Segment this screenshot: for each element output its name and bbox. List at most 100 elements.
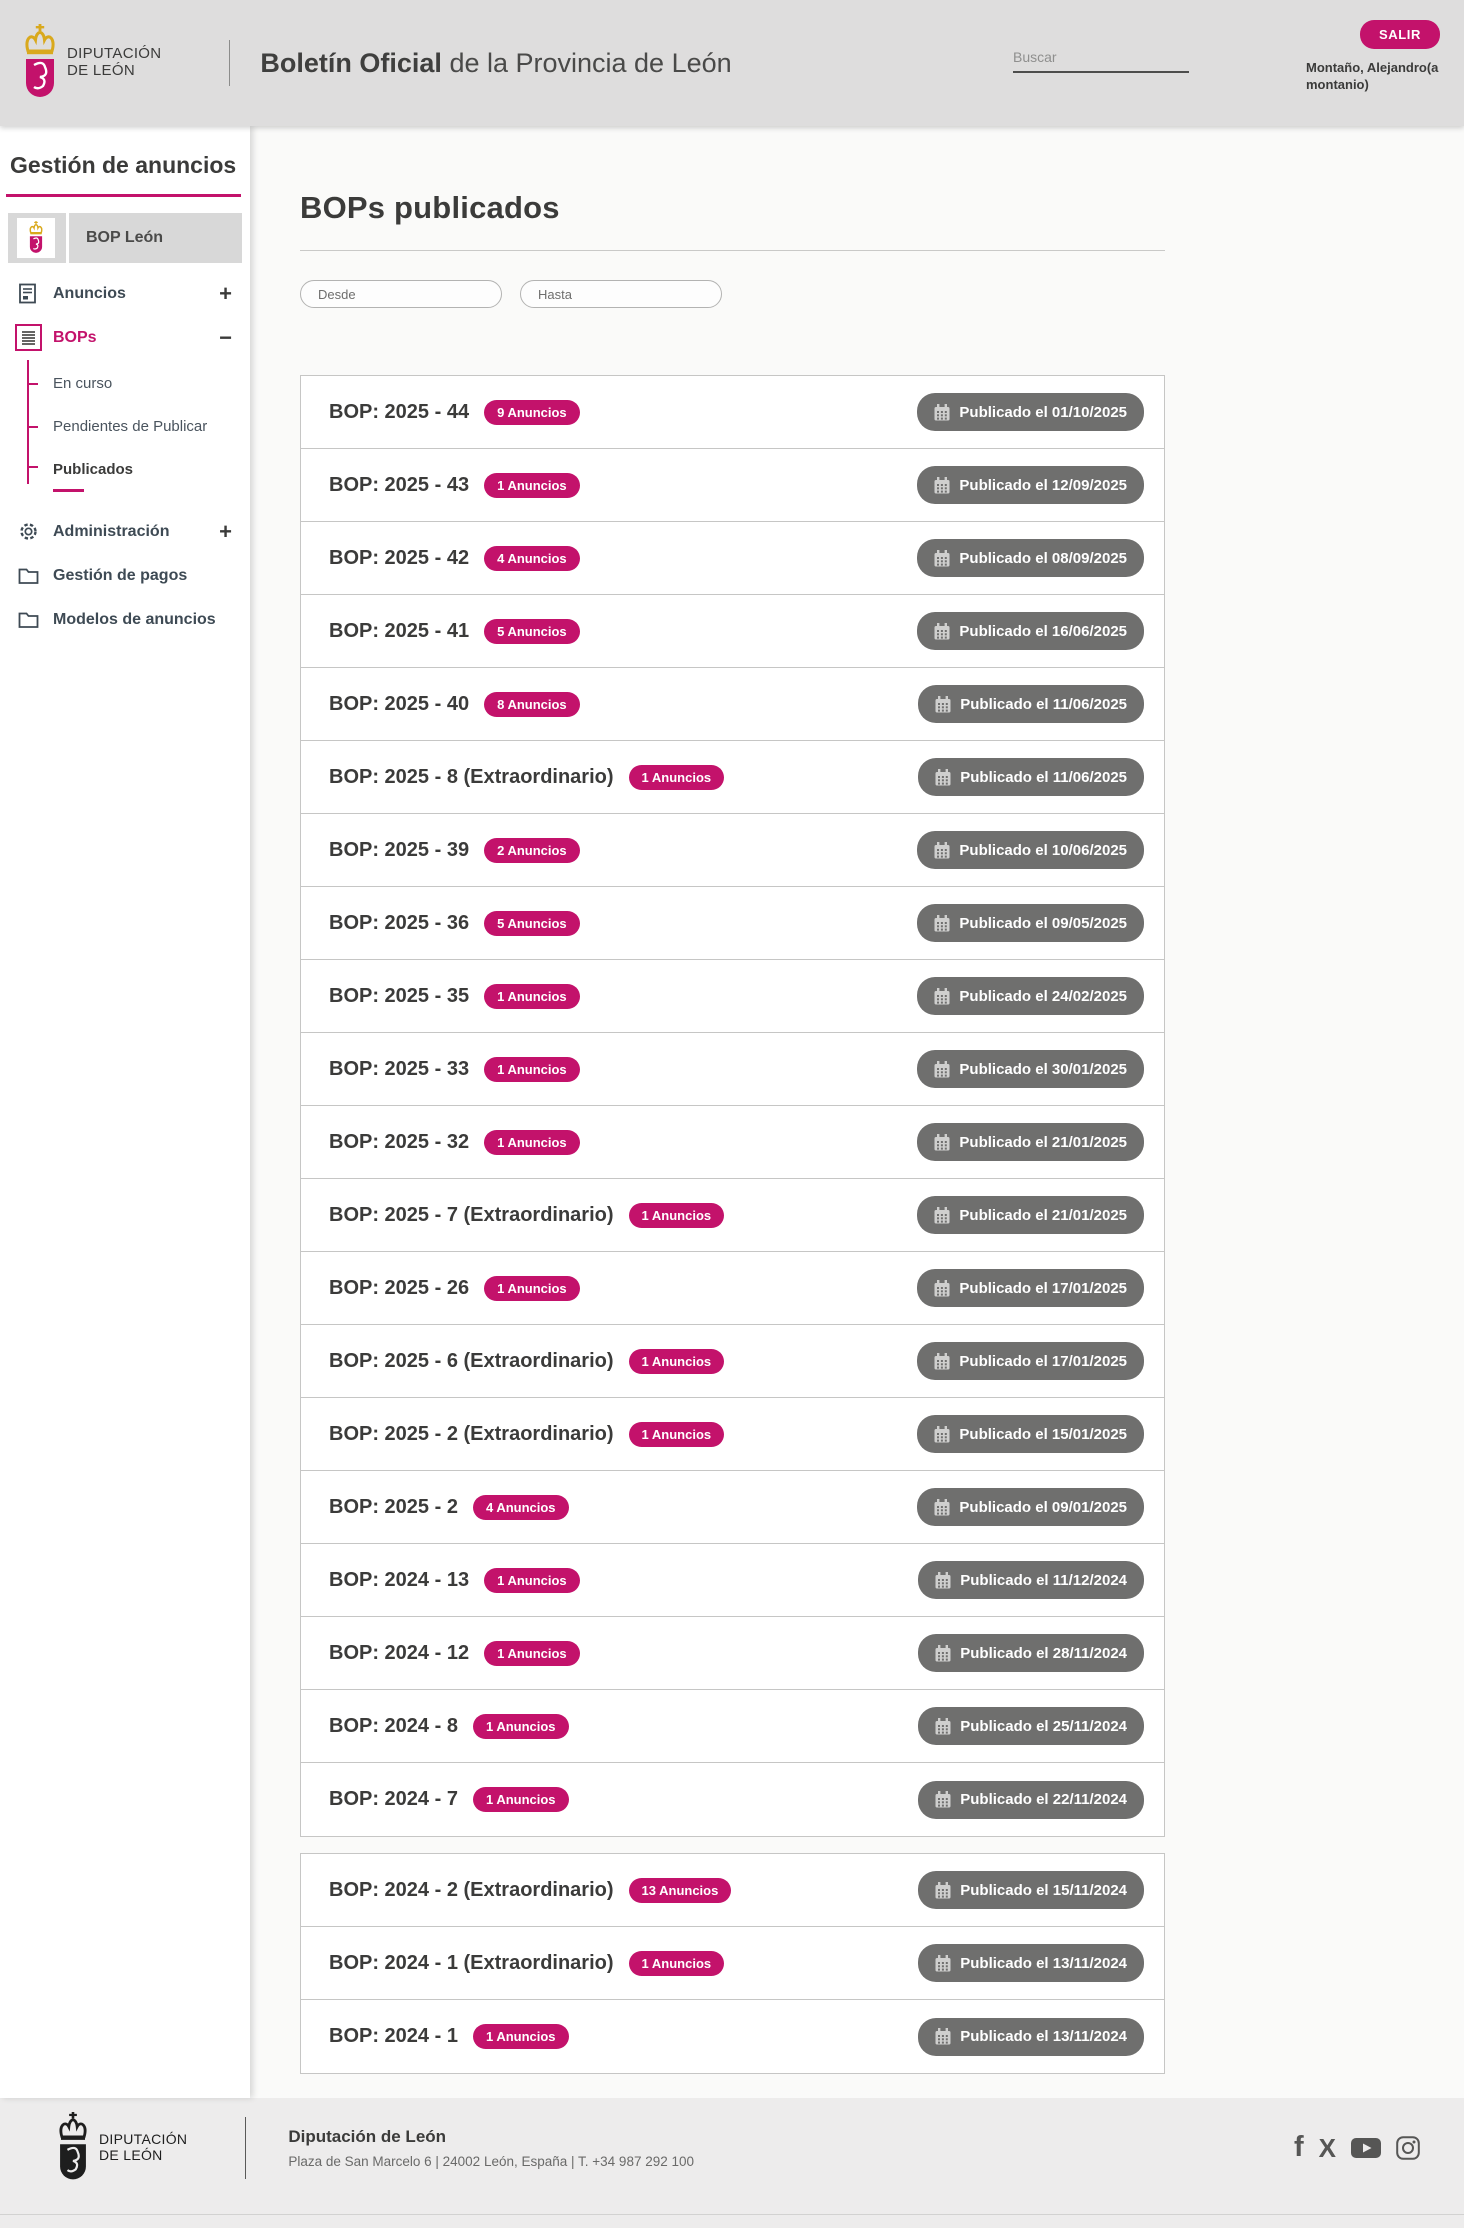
instagram-icon[interactable]: [1396, 2136, 1420, 2160]
page-title: BOPs publicados: [300, 190, 560, 225]
search-field: [1013, 46, 1194, 73]
bop-row[interactable]: BOP: 2025 - 41 5 Anuncios Publicado el 1…: [301, 595, 1164, 668]
anuncios-count-badge: 2 Anuncios: [484, 837, 580, 863]
bop-row[interactable]: BOP: 2025 - 36 5 Anuncios Publicado el 0…: [301, 887, 1164, 960]
anuncios-count-badge: 1 Anuncios: [484, 472, 580, 498]
sidebar-item-label: Modelos de anuncios: [53, 610, 216, 628]
header-divider: [229, 40, 231, 86]
social-links: f X: [1293, 2130, 1420, 2163]
sidebar-item-anuncios[interactable]: Anuncios +: [0, 272, 250, 316]
calendar-icon: [934, 1425, 950, 1442]
calendar-icon: [934, 476, 950, 493]
expand-plus-icon[interactable]: +: [219, 518, 232, 544]
bop-row[interactable]: BOP: 2025 - 33 1 Anuncios Publicado el 3…: [301, 1033, 1164, 1106]
published-date-label: Publicado el 11/12/2024: [960, 1571, 1127, 1589]
bop-title: BOP: 2025 - 8 (Extraordinario): [329, 765, 614, 788]
bop-row[interactable]: BOP: 2025 - 7 (Extraordinario) 1 Anuncio…: [301, 1179, 1164, 1252]
sidebar-item-gestion-de-pagos[interactable]: Gestión de pagos: [0, 554, 250, 598]
anuncios-count-badge: 5 Anuncios: [484, 910, 580, 936]
anuncios-count-badge: 4 Anuncios: [484, 545, 580, 571]
calendar-icon: [934, 403, 950, 420]
bop-row[interactable]: BOP: 2024 - 8 1 Anuncios Publicado el 25…: [301, 1690, 1164, 1763]
published-date-label: Publicado el 15/11/2024: [960, 1881, 1127, 1899]
anuncios-count-badge: 9 Anuncios: [484, 399, 580, 425]
date-to-input[interactable]: [520, 280, 722, 308]
bop-row[interactable]: BOP: 2024 - 12 1 Anuncios Publicado el 2…: [301, 1617, 1164, 1690]
crown-shield-mini-icon: [29, 220, 43, 253]
bop-list: BOP: 2024 - 2 (Extraordinario) 13 Anunci…: [300, 1853, 1165, 2074]
sidebar-item-publicados[interactable]: Publicados: [29, 448, 250, 492]
bop-row[interactable]: BOP: 2025 - 26 1 Anuncios Publicado el 1…: [301, 1252, 1164, 1325]
logo-org-name: DIPUTACIÓN DE LEÓN: [67, 45, 162, 79]
calendar-icon: [935, 768, 951, 785]
bop-row[interactable]: BOP: 2025 - 8 (Extraordinario) 1 Anuncio…: [301, 741, 1164, 814]
logout-button[interactable]: SALIR: [1360, 20, 1440, 49]
bop-title: BOP: 2024 - 1: [329, 2025, 458, 2047]
bop-row[interactable]: BOP: 2024 - 1 (Extraordinario) 1 Anuncio…: [301, 1927, 1164, 2000]
calendar-icon: [935, 1881, 951, 1898]
bop-title: BOP: 2025 - 2: [329, 1495, 458, 1518]
anuncios-count-badge: 1 Anuncios: [628, 1950, 725, 1976]
footer-logo-org-name: DIPUTACIÓN DE LEÓN: [99, 2131, 188, 2163]
sidebar-item-modelos-de-anuncios[interactable]: Modelos de anuncios: [0, 598, 250, 642]
calendar-icon: [935, 1717, 951, 1734]
sidebar-item-label: Anuncios: [53, 284, 126, 302]
bops-list-icon: [14, 324, 42, 352]
sidebar-item-en-curso[interactable]: En curso: [29, 362, 250, 405]
footer: DIPUTACIÓN DE LEÓN Diputación de León Pl…: [0, 2098, 1464, 2228]
bop-row[interactable]: BOP: 2024 - 1 1 Anuncios Publicado el 13…: [301, 2000, 1164, 2073]
calendar-icon: [934, 1498, 950, 1515]
sidebar-item-bop-leon[interactable]: BOP León: [8, 212, 242, 263]
bop-row[interactable]: BOP: 2025 - 2 (Extraordinario) 1 Anuncio…: [301, 1398, 1164, 1471]
youtube-icon[interactable]: [1351, 2137, 1381, 2159]
bop-row[interactable]: BOP: 2025 - 39 2 Anuncios Publicado el 1…: [301, 814, 1164, 887]
sidebar-item-pendientes-de-publicar[interactable]: Pendientes de Publicar: [29, 405, 250, 448]
published-date-badge: Publicado el 11/12/2024: [918, 1561, 1144, 1599]
sidebar-item-administracion[interactable]: Administración +: [0, 510, 250, 554]
site-title-bold: Boletín Oficial: [260, 47, 442, 78]
anuncios-count-badge: 5 Anuncios: [484, 618, 580, 644]
bop-row[interactable]: BOP: 2025 - 40 8 Anuncios Publicado el 1…: [301, 668, 1164, 741]
bop-row[interactable]: BOP: 2025 - 6 (Extraordinario) 1 Anuncio…: [301, 1325, 1164, 1398]
bop-row[interactable]: BOP: 2025 - 43 1 Anuncios Publicado el 1…: [301, 449, 1164, 522]
search-input[interactable]: [1013, 49, 1194, 65]
bop-row[interactable]: BOP: 2025 - 2 4 Anuncios Publicado el 09…: [301, 1471, 1164, 1544]
published-date-label: Publicado el 22/11/2024: [960, 1791, 1127, 1808]
anuncios-count-badge: 1 Anuncios: [628, 1421, 725, 1447]
anuncios-count-badge: 1 Anuncios: [484, 1275, 580, 1301]
bop-row[interactable]: BOP: 2025 - 32 1 Anuncios Publicado el 2…: [301, 1106, 1164, 1179]
title-divider: [300, 250, 1165, 251]
published-date-badge: Publicado el 21/01/2025: [917, 1196, 1144, 1234]
calendar-icon: [934, 987, 950, 1004]
published-date-badge: Publicado el 01/10/2025: [917, 393, 1144, 431]
bop-row[interactable]: BOP: 2025 - 44 9 Anuncios Publicado el 0…: [301, 376, 1164, 449]
bop-row[interactable]: BOP: 2024 - 2 (Extraordinario) 13 Anunci…: [301, 1854, 1164, 1927]
anuncios-count-badge: 1 Anuncios: [628, 1348, 725, 1374]
calendar-icon: [935, 1791, 951, 1808]
date-from-input[interactable]: [300, 280, 502, 308]
calendar-icon: [935, 2028, 951, 2045]
published-date-badge: Publicado el 15/01/2025: [917, 1415, 1144, 1453]
anuncios-count-badge: 1 Anuncios: [472, 1713, 569, 1739]
bop-row[interactable]: BOP: 2024 - 7 1 Anuncios Publicado el 22…: [301, 1763, 1164, 1836]
bop-title: BOP: 2025 - 39: [329, 838, 470, 861]
bop-title: BOP: 2025 - 26: [329, 1276, 470, 1299]
calendar-icon: [934, 1352, 950, 1369]
diputacion-logo[interactable]: DIPUTACIÓN DE LEÓN: [22, 24, 161, 102]
sidebar: Gestión de anuncios BOP León: [0, 126, 250, 2098]
sidebar-item-bops[interactable]: BOPs −: [0, 316, 250, 360]
anuncios-count-badge: 1 Anuncios: [484, 1567, 580, 1593]
bop-row[interactable]: BOP: 2025 - 42 4 Anuncios Publicado el 0…: [301, 522, 1164, 595]
bop-row[interactable]: BOP: 2024 - 13 1 Anuncios Publicado el 1…: [301, 1544, 1164, 1617]
expand-plus-icon[interactable]: +: [219, 280, 232, 306]
main-content: BOPs publicados BOP: 2025 - 44 9 Anuncio…: [250, 126, 1464, 2098]
published-date-badge: Publicado el 09/05/2025: [917, 904, 1144, 942]
collapse-minus-icon[interactable]: −: [219, 324, 232, 350]
calendar-icon: [934, 841, 950, 858]
bop-title: BOP: 2025 - 41: [329, 619, 470, 642]
facebook-icon[interactable]: f: [1293, 2130, 1304, 2163]
calendar-icon: [935, 695, 951, 712]
published-date-label: Publicado el 30/01/2025: [959, 1060, 1127, 1078]
bop-row[interactable]: BOP: 2025 - 35 1 Anuncios Publicado el 2…: [301, 960, 1164, 1033]
x-twitter-icon[interactable]: X: [1318, 2133, 1336, 2163]
